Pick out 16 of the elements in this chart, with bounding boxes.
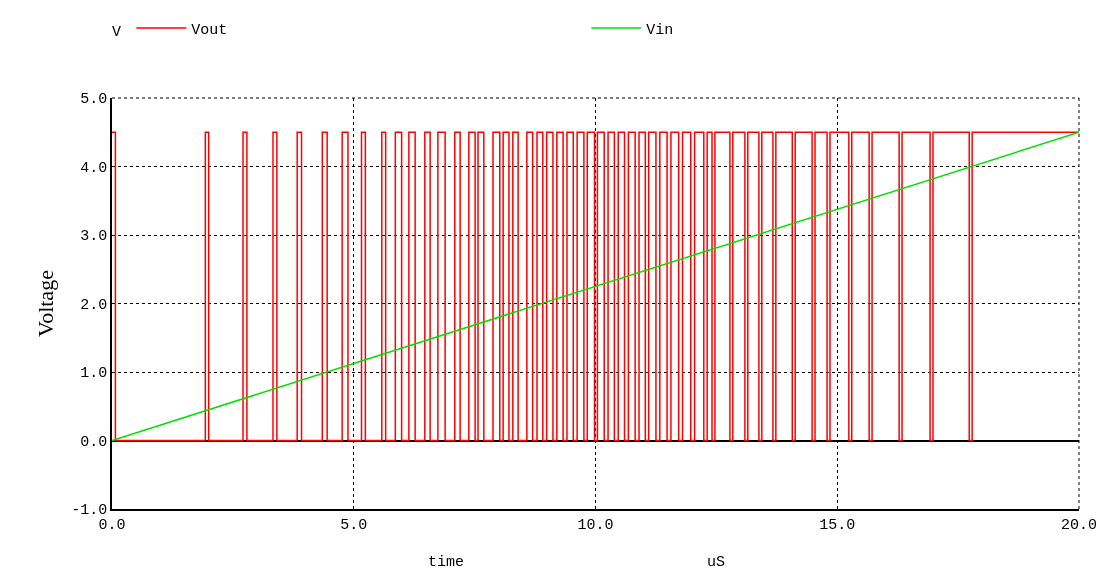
text: uS: [707, 554, 726, 571]
x-tick-label: 20.0: [1060, 516, 1098, 534]
legend-label: Vout: [191, 21, 228, 39]
y-axis-title: Voltage: [32, 270, 58, 337]
x-tick-label: 15.0: [819, 516, 856, 534]
y-tick-label: 0.0: [80, 433, 108, 451]
y-tick-label: 3.0: [80, 228, 108, 246]
x-axis-title: time: [428, 554, 465, 571]
y-tick-label: 4.0: [80, 159, 108, 177]
x-tick-label: 10.0: [577, 516, 614, 534]
x-tick-label: 5.0: [340, 516, 368, 534]
y-tick-label: 2.0: [80, 296, 108, 314]
text: V: [112, 24, 122, 41]
legend-label: Vin: [646, 21, 674, 39]
y-tick-label: 5.0: [80, 91, 108, 109]
y-tick-label: 1.0: [80, 365, 108, 383]
